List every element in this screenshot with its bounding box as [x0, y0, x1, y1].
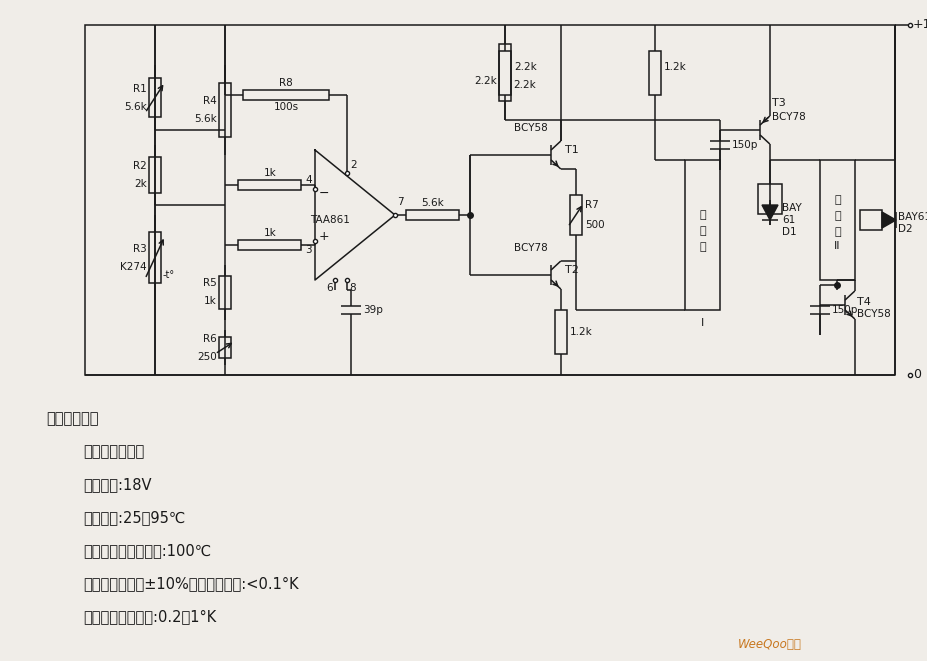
Bar [406, 210, 458, 220]
Text: 器: 器 [698, 242, 705, 252]
Bar [554, 310, 566, 354]
Text: 5.6k: 5.6k [124, 102, 146, 112]
Text: −: − [319, 186, 329, 200]
Text: 2: 2 [349, 160, 356, 170]
Text: 7: 7 [397, 197, 403, 207]
Text: BAY61: BAY61 [897, 212, 927, 222]
Bar [149, 157, 160, 193]
Text: BAY: BAY [781, 203, 801, 213]
Text: R4: R4 [203, 96, 217, 106]
Text: 继: 继 [833, 195, 840, 205]
Text: 5.6k: 5.6k [421, 198, 443, 208]
Bar [238, 180, 301, 190]
Bar [499, 44, 511, 101]
Text: I: I [700, 318, 704, 328]
Text: BCY78: BCY78 [771, 112, 805, 122]
Text: D1: D1 [781, 227, 795, 237]
Text: T1: T1 [565, 145, 578, 155]
Text: 选给定温度。: 选给定温度。 [46, 411, 99, 426]
Text: R8: R8 [279, 78, 293, 88]
Text: T3: T3 [771, 98, 784, 108]
Text: 100s: 100s [273, 102, 298, 112]
Text: 传感器最高允许温度:100℃: 传感器最高允许温度:100℃ [83, 543, 211, 559]
Text: R2: R2 [133, 161, 146, 171]
Polygon shape [881, 212, 895, 228]
Text: 在电源电压波动±10%时的温度偏差:<0.1°K: 在电源电压波动±10%时的温度偏差:<0.1°K [83, 576, 298, 592]
Text: 150p: 150p [832, 305, 857, 315]
Bar [219, 337, 231, 358]
Text: 6: 6 [326, 283, 333, 293]
Text: 继: 继 [698, 210, 705, 220]
Bar [684, 160, 719, 310]
Bar [149, 232, 160, 283]
Text: 4: 4 [305, 175, 311, 185]
Text: 可调整的静止区域:0.2～1°K: 可调整的静止区域:0.2～1°K [83, 609, 217, 625]
Bar [85, 25, 894, 375]
Text: WeeQoo维库: WeeQoo维库 [737, 638, 801, 651]
Text: 1.2k: 1.2k [664, 63, 686, 73]
Bar [149, 78, 160, 117]
Text: D2: D2 [897, 224, 911, 234]
Bar [819, 160, 854, 280]
Bar [648, 50, 660, 95]
Text: TAA861: TAA861 [310, 215, 349, 225]
Text: T2: T2 [565, 265, 578, 275]
Text: BCY58: BCY58 [856, 309, 890, 319]
Text: 1k: 1k [263, 168, 276, 178]
Text: -t°: -t° [163, 270, 175, 280]
Text: 150p: 150p [731, 140, 757, 150]
Bar [243, 90, 328, 100]
Bar [757, 184, 781, 214]
Text: 500: 500 [584, 220, 603, 230]
Text: K274: K274 [121, 262, 146, 272]
Text: R1: R1 [133, 83, 146, 93]
Text: BCY78: BCY78 [514, 243, 547, 253]
Text: 61: 61 [781, 215, 794, 225]
Text: R7: R7 [584, 200, 598, 210]
Bar [219, 276, 231, 309]
Text: 温度范围:25～95℃: 温度范围:25～95℃ [83, 510, 185, 525]
Text: 2.2k: 2.2k [513, 80, 535, 90]
Text: 2.2k: 2.2k [514, 63, 536, 73]
Text: 器: 器 [833, 227, 840, 237]
Text: T4: T4 [856, 297, 870, 307]
Text: 2k: 2k [134, 179, 146, 189]
Polygon shape [761, 205, 777, 220]
Text: 3: 3 [305, 245, 311, 255]
Text: 39p: 39p [362, 305, 383, 315]
Text: 8: 8 [349, 283, 355, 293]
Text: R5: R5 [203, 278, 217, 288]
Text: 1.2k: 1.2k [569, 327, 592, 337]
Text: 电: 电 [833, 211, 840, 221]
Text: +18V: +18V [912, 19, 927, 32]
Text: 1k: 1k [204, 297, 217, 307]
Text: 工作电压:18V: 工作电压:18V [83, 477, 152, 492]
Text: 1k: 1k [263, 228, 276, 238]
Bar [238, 240, 301, 250]
Text: 250: 250 [197, 352, 217, 362]
Text: 2.2k: 2.2k [474, 77, 497, 87]
Text: BCY58: BCY58 [514, 123, 547, 133]
Bar [499, 50, 511, 95]
Bar [569, 195, 581, 235]
Text: II: II [833, 241, 840, 251]
Text: R3: R3 [133, 243, 146, 254]
Bar [219, 83, 231, 137]
Text: 主要技术数据：: 主要技术数据： [83, 444, 145, 459]
Text: +: + [319, 231, 329, 243]
Text: 电: 电 [698, 226, 705, 236]
Text: 5.6k: 5.6k [194, 114, 217, 124]
Bar [859, 210, 881, 230]
Text: R6: R6 [203, 334, 217, 344]
Text: 0: 0 [912, 368, 920, 381]
